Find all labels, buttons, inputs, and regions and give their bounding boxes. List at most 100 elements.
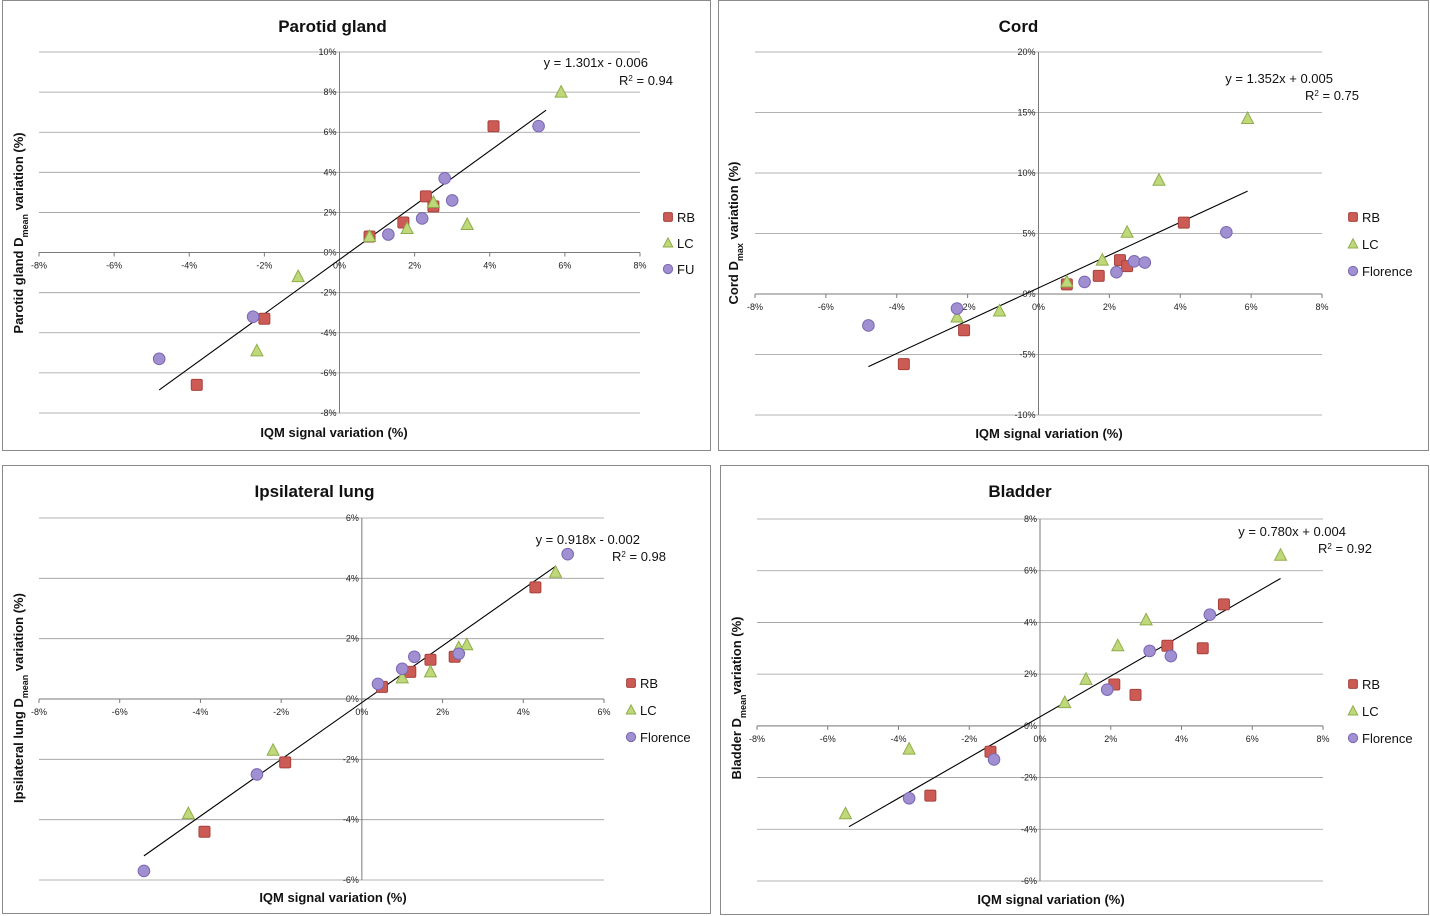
y-tick-label-cord: 15% (1017, 108, 1035, 118)
chart-title-ipsilateral-lung: Ipsilateral lung (255, 482, 375, 501)
legend-marker-lc (662, 236, 674, 248)
chart-svg-ipsilateral-lung: Ipsilateral lung -6% -4% -2% 0% 2% 4% 6% -8% -6% -… (11, 482, 691, 905)
x-tick-label-parotid-gland: 2% (408, 261, 421, 271)
data-point-lc (902, 741, 916, 755)
y-axis-label-cord: Cord Dmax variation (%) (726, 162, 745, 305)
data-point-florence (561, 547, 574, 561)
data-point-rb (1217, 598, 1230, 611)
x-tick-label-parotid-gland: 4% (483, 261, 496, 271)
data-point-rb (1177, 216, 1190, 229)
data-point-lc (1079, 671, 1093, 685)
legend-marker-lc (625, 703, 637, 715)
legend-label-lc: LC (640, 703, 657, 718)
data-point-rb (1092, 269, 1105, 282)
x-tick-label-parotid-gland: 8% (633, 261, 646, 271)
data-point-florence (1110, 265, 1123, 279)
y-tick-label-parotid-gland: -4% (320, 328, 336, 338)
data-point-fu (438, 172, 451, 185)
chart-svg-bladder: Bladder-6%-4%-2%0%2%4%6%8%-8% -6% -4% -2% 0%… (729, 482, 1413, 907)
x-tick-label-cord: -8% (747, 302, 763, 312)
data-point-lc (362, 228, 377, 243)
data-point-lc (554, 84, 568, 98)
x-tick-label-bladder: 4% (1175, 734, 1188, 744)
x-tick-label-ipsilateral-lung: -2% (273, 707, 289, 717)
data-point-rb (1196, 642, 1209, 655)
y-tick-label-cord: 10% (1017, 168, 1035, 178)
data-point-lc (1152, 172, 1166, 186)
data-point-lc (1139, 612, 1153, 626)
x-tick-label-bladder: 6% (1246, 734, 1259, 744)
y-tick-label-ipsilateral-lung: -6% (343, 875, 359, 885)
trend-equation-cord: y = 1.352x + 0.005 (1225, 71, 1333, 86)
trend-equation-ipsilateral-lung: y = 0.918x - 0.002 (536, 532, 640, 547)
y-axis-label-ipsilateral-lung: Ipsilateral lung Dmean variation (%) (11, 593, 30, 803)
data-point-rb (924, 789, 937, 802)
y-tick-label-parotid-gland: 4% (323, 167, 336, 177)
legend-cord: RB LC Florence (1347, 210, 1413, 279)
legend-marker-rb (1348, 212, 1358, 222)
x-tick-label-parotid-gland: 6% (558, 261, 571, 271)
data-point-lc (400, 220, 414, 234)
x-tick-label-cord: 2% (1103, 302, 1116, 312)
trendline-parotid-gland (158, 109, 547, 391)
data-point-florence (1164, 649, 1178, 663)
data-point-florence (950, 302, 964, 315)
chart-cord: Cord-10%-5%0%5%10%15%20%-8%-6%-4%-2%0%2%… (718, 0, 1429, 451)
data-point-lc (950, 309, 964, 323)
x-tick-label-cord: 6% (1245, 302, 1258, 312)
data-point-florence (250, 768, 264, 781)
data-point-fu (445, 194, 459, 207)
legend-label-fu: FU (677, 262, 694, 277)
y-tick-label-cord: -10% (1014, 410, 1035, 420)
data-point-florence (371, 677, 385, 691)
legend-marker-florence (1347, 732, 1359, 744)
data-point-florence (862, 319, 875, 332)
x-tick-label-cord: 0% (1032, 302, 1045, 312)
y-tick-label-cord: -5% (1019, 350, 1035, 360)
y-tick-label-parotid-gland: 6% (323, 127, 336, 137)
legend-label-lc: LC (1362, 237, 1379, 252)
y-tick-label-cord: 20% (1017, 47, 1035, 57)
chart-svg-cord: Cord-10%-5%0%5%10%15%20%-8%-6%-4%-2%0%2%… (726, 17, 1413, 441)
data-point-fu (415, 212, 429, 225)
data-point-lc (423, 664, 438, 678)
series-lc-parotid-gland (250, 84, 568, 357)
x-tick-label-bladder: -6% (820, 734, 836, 744)
x-axis-label-bladder: IQM signal variation (%) (977, 892, 1124, 907)
r-squared-ipsilateral-lung: R2 = 0.98 (612, 549, 666, 564)
x-tick-label-cord: 8% (1315, 302, 1328, 312)
data-point-florence (452, 647, 466, 661)
legend-label-rb: RB (640, 676, 658, 691)
y-tick-label-parotid-gland: -2% (320, 288, 336, 298)
legend-label-rb: RB (1362, 210, 1380, 225)
data-point-fu (532, 119, 545, 133)
chart-title-bladder: Bladder (988, 482, 1052, 501)
series-florence-ipsilateral-lung (137, 547, 574, 878)
legend-parotid-gland: RB LC FU (662, 210, 695, 277)
data-point-rb (1129, 688, 1142, 701)
data-point-lc (1060, 274, 1074, 288)
x-tick-label-cord: -2% (960, 302, 976, 312)
trendline-ipsilateral-lung (143, 565, 556, 857)
y-tick-label-ipsilateral-lung: 4% (346, 573, 359, 583)
y-tick-label-ipsilateral-lung: 2% (346, 634, 359, 644)
legend-label-lc: LC (1362, 704, 1379, 719)
y-tick-label-ipsilateral-lung: -4% (343, 815, 359, 825)
data-point-florence (987, 753, 1001, 766)
data-point-lc (992, 303, 1007, 317)
data-point-rb (424, 653, 437, 666)
y-tick-label-cord: 5% (1022, 229, 1035, 239)
data-point-florence (1138, 256, 1152, 269)
series-florence-cord (862, 225, 1233, 332)
legend-marker-rb (663, 212, 673, 222)
y-tick-label-bladder: 2% (1024, 669, 1037, 679)
data-point-rb (487, 120, 500, 133)
x-tick-label-parotid-gland: -2% (256, 261, 272, 271)
data-point-lc (426, 194, 441, 208)
x-tick-label-ipsilateral-lung: 0% (355, 707, 368, 717)
data-point-lc (266, 742, 280, 756)
y-axis-label-bladder: Bladder Dmeanvariation (%) (729, 617, 748, 780)
x-tick-label-parotid-gland: -6% (106, 261, 122, 271)
y-tick-label-bladder: 8% (1024, 514, 1037, 524)
legend-marker-florence (1347, 265, 1359, 277)
